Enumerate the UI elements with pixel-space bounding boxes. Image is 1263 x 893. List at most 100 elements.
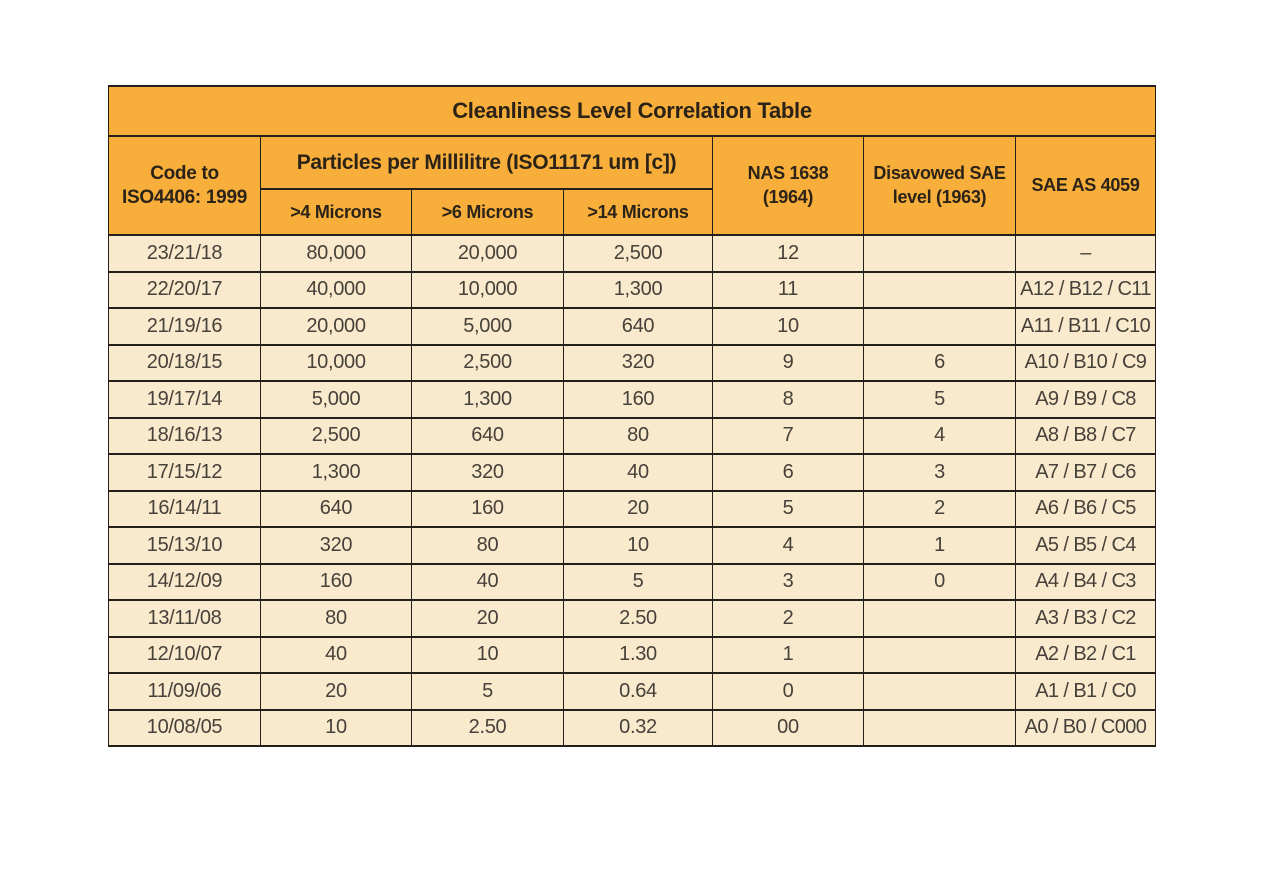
cell-6-microns: 5 [411,672,564,711]
cell-4-microns: 10 [260,708,412,747]
cell-nas: 9 [712,343,864,382]
cell-iso-code: 23/21/18 [108,234,261,273]
cell-14-microns: 40 [563,453,713,492]
cell-nas: 2 [712,599,864,638]
table-row: 10/08/05 10 2.50 0.32 00 A0 / B0 / C000 [108,708,1157,747]
cell-sae-level [863,599,1016,638]
cleanliness-correlation-table: Cleanliness Level Correlation Table Code… [107,85,1157,747]
header-nas-line2: (1964) [762,186,814,207]
cell-iso-code: 16/14/11 [108,489,261,528]
header-nas-1638: NAS 1638 (1964) [712,135,864,236]
header-disavowed-line2: level (1963) [892,186,987,207]
cell-6-microns: 2.50 [411,708,564,747]
cell-sae-as: A11 / B11 / C10 [1014,307,1157,346]
header-disavowed-sae: Disavowed SAE level (1963) [863,135,1016,236]
cell-4-microns: 20 [260,672,412,711]
cell-sae-level: 1 [863,526,1016,565]
cell-iso-code: 12/10/07 [108,635,261,674]
header-4-microns: >4 Microns [260,188,412,236]
cell-nas: 00 [712,708,864,747]
table-row: 15/13/10 320 80 10 4 1 A5 / B5 / C4 [108,526,1157,565]
cell-sae-level [863,307,1016,346]
cell-14-microns: 1,300 [563,270,713,309]
cell-sae-level [863,708,1016,747]
cell-14-microns: 320 [563,343,713,382]
cell-sae-as: A5 / B5 / C4 [1014,526,1157,565]
cell-4-microns: 20,000 [260,307,412,346]
cell-14-microns: 10 [563,526,713,565]
cell-iso-code: 15/13/10 [108,526,261,565]
header-disavowed-line1: Disavowed SAE [873,163,1006,184]
header-iso-code: Code to ISO4406: 1999 [108,135,261,236]
header-row-top: Code to ISO4406: 1999 Particles per Mill… [108,135,1157,236]
cell-nas: 6 [712,453,864,492]
cell-sae-as: A4 / B4 / C3 [1014,562,1157,601]
cell-6-microns: 5,000 [411,307,564,346]
header-row-microns: >4 Microns >6 Microns >14 Microns [109,188,1156,236]
cell-sae-as: A7 / B7 / C6 [1014,453,1157,492]
cell-sae-level: 5 [863,380,1016,419]
cell-4-microns: 80,000 [260,234,412,273]
cell-6-microns: 10 [411,635,564,674]
cell-14-microns: 5 [563,562,713,601]
cell-sae-as: A1 / B1 / C0 [1014,672,1157,711]
table-row: 13/11/08 80 20 2.50 2 A3 / B3 / C2 [108,599,1157,638]
cell-sae-as: A10 / B10 / C9 [1014,343,1157,382]
correlation-table-container: Cleanliness Level Correlation Table Code… [107,85,1157,747]
table-row: 23/21/18 80,000 20,000 2,500 12 – [108,234,1157,273]
cell-14-microns: 1.30 [563,635,713,674]
cell-6-microns: 1,300 [411,380,564,419]
cell-iso-code: 22/20/17 [108,270,261,309]
cell-4-microns: 5,000 [260,380,412,419]
table-title-row: Cleanliness Level Correlation Table [107,85,1157,137]
cell-6-microns: 20 [411,599,564,638]
cell-6-microns: 320 [411,453,564,492]
cell-4-microns: 1,300 [260,453,412,492]
header-iso-code-line1: Code to [150,162,219,184]
cell-nas: 5 [712,489,864,528]
table-title: Cleanliness Level Correlation Table [107,85,1157,137]
header-sae-as-4059: SAE AS 4059 [1014,135,1157,236]
cell-sae-as: A8 / B8 / C7 [1014,416,1157,455]
cell-iso-code: 10/08/05 [108,708,261,747]
table-row: 22/20/17 40,000 10,000 1,300 11 A12 / B1… [108,270,1157,309]
header-6-microns: >6 Microns [411,188,564,236]
header-iso-code-line2: ISO4406: 1999 [122,186,247,208]
cell-14-microns: 640 [563,307,713,346]
cell-4-microns: 40 [260,635,412,674]
cell-sae-as: A3 / B3 / C2 [1014,599,1157,638]
cell-sae-as: A12 / B12 / C11 [1014,270,1157,309]
cell-4-microns: 80 [260,599,412,638]
cell-14-microns: 2.50 [563,599,713,638]
header-14-microns: >14 Microns [563,188,713,236]
cell-sae-level: 2 [863,489,1016,528]
cell-4-microns: 160 [260,562,412,601]
cell-iso-code: 21/19/16 [108,307,261,346]
cell-sae-level: 3 [863,453,1016,492]
cell-sae-level [863,635,1016,674]
table-row: 11/09/06 20 5 0.64 0 A1 / B1 / C0 [108,672,1157,711]
cell-sae-as: A2 / B2 / C1 [1014,635,1157,674]
cell-iso-code: 17/15/12 [108,453,261,492]
table-row: 17/15/12 1,300 320 40 6 3 A7 / B7 / C6 [108,453,1157,492]
table-row: 16/14/11 640 160 20 5 2 A6 / B6 / C5 [108,489,1157,528]
header-nas-line1: NAS 1638 [747,163,829,184]
cell-sae-level [863,270,1016,309]
cell-6-microns: 80 [411,526,564,565]
cell-iso-code: 20/18/15 [108,343,261,382]
cell-sae-as: – [1014,234,1157,273]
cell-6-microns: 2,500 [411,343,564,382]
cell-14-microns: 0.32 [563,708,713,747]
cell-sae-level: 6 [863,343,1016,382]
cell-sae-level [863,234,1016,273]
cell-nas: 8 [712,380,864,419]
table-row: 12/10/07 40 10 1.30 1 A2 / B2 / C1 [108,635,1157,674]
cell-4-microns: 640 [260,489,412,528]
cell-4-microns: 2,500 [260,416,412,455]
cell-sae-level: 0 [863,562,1016,601]
table-row: 19/17/14 5,000 1,300 160 8 5 A9 / B9 / C… [108,380,1157,419]
cell-14-microns: 20 [563,489,713,528]
cell-6-microns: 160 [411,489,564,528]
cell-6-microns: 40 [411,562,564,601]
